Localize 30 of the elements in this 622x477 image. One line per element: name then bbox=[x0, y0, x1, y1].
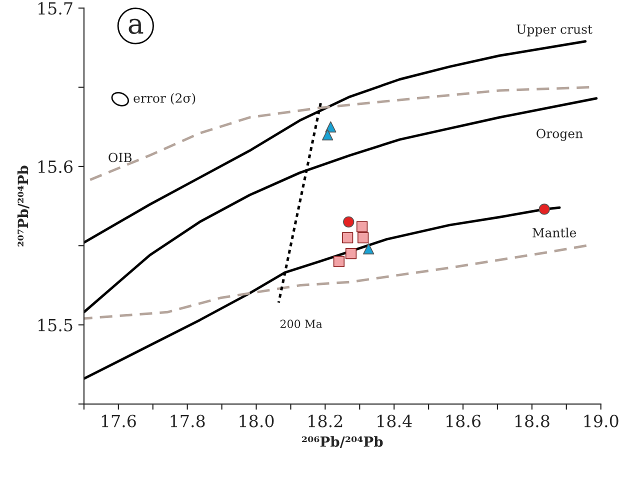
x-tick-label: 17.6 bbox=[102, 414, 136, 428]
y-tick-label: 15.5 bbox=[38, 318, 72, 332]
annotation: Orogen bbox=[536, 128, 583, 141]
point bbox=[333, 256, 345, 268]
y-tick-label: 15.7 bbox=[38, 2, 72, 15]
point bbox=[325, 121, 336, 132]
y-tick-label: 15.6 bbox=[38, 160, 73, 174]
point bbox=[343, 216, 354, 228]
point bbox=[342, 232, 354, 244]
x-tick-label: 18.6 bbox=[446, 414, 481, 428]
x-tick-label: 19.0 bbox=[584, 414, 618, 428]
y-axis-title: ²⁰⁷Pb/²⁰⁴Pb bbox=[17, 166, 30, 246]
point bbox=[363, 243, 374, 254]
annotation: Mantle bbox=[532, 228, 576, 238]
x-tick-label: 18.0 bbox=[240, 414, 274, 428]
annotation: a bbox=[128, 18, 144, 34]
point bbox=[356, 221, 368, 232]
point bbox=[345, 248, 357, 260]
x-tick-label: 18.8 bbox=[515, 414, 550, 428]
point bbox=[358, 232, 369, 244]
annotation: error (2σ) bbox=[134, 93, 196, 105]
annotation: OIB bbox=[108, 152, 132, 162]
point bbox=[322, 129, 334, 140]
annotation: 200 Ma bbox=[280, 320, 322, 328]
point bbox=[538, 204, 550, 215]
annotation: Upper crust bbox=[516, 24, 592, 36]
x-tick-label: 18.4 bbox=[378, 414, 412, 428]
x-tick-label: 17.8 bbox=[170, 414, 205, 428]
x-axis-title: ²⁰⁶Pb/²⁰⁴Pb bbox=[302, 436, 383, 448]
x-tick-label: 18.2 bbox=[308, 414, 342, 428]
